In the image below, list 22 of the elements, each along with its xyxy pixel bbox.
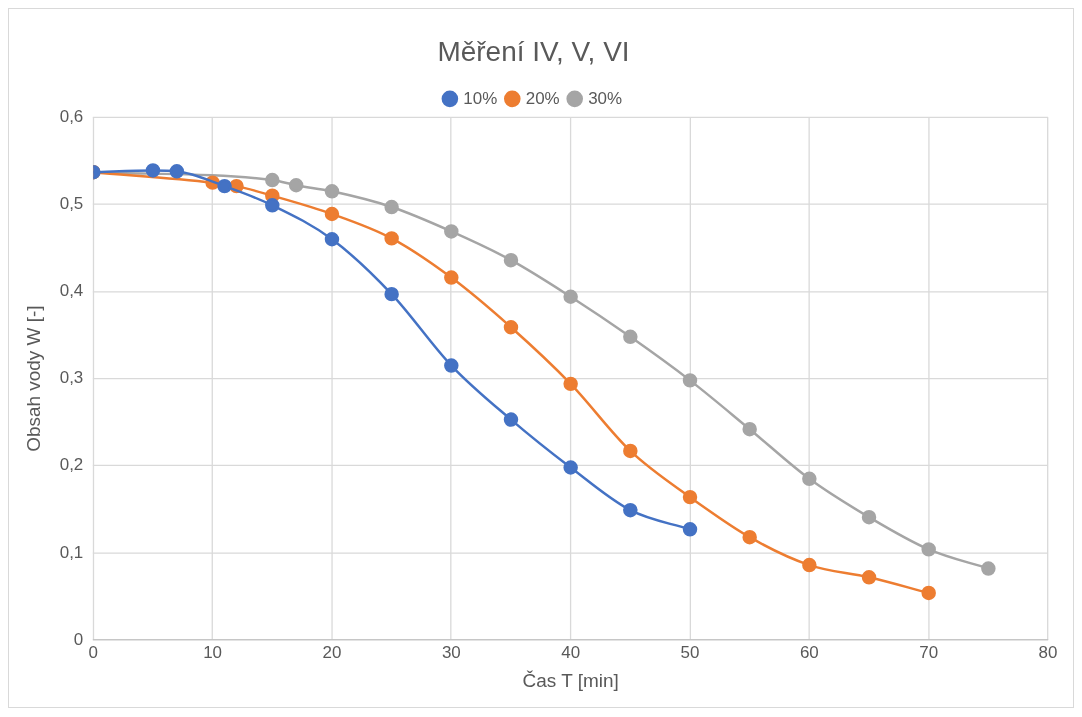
y-axis-title: Obsah vody W [-]: [22, 305, 44, 452]
x-axis-title: Čas T [min]: [522, 669, 619, 691]
legend-label: 10%: [463, 88, 498, 108]
y-tick-label: 0,5: [59, 194, 84, 214]
x-tick-label: 20: [322, 642, 342, 662]
x-tick-label: 40: [561, 642, 581, 662]
x-tick-label: 10: [203, 642, 223, 662]
chart-title: Měření IV, V, VI: [437, 36, 630, 68]
x-tick-label: 70: [919, 642, 939, 662]
legend-label: 20%: [525, 88, 560, 108]
x-tick-label: 50: [680, 642, 700, 662]
x-tick-label: 60: [799, 642, 819, 662]
x-tick-label: 30: [441, 642, 461, 662]
y-tick-label: 0,4: [59, 281, 84, 301]
y-tick-label: 0,2: [59, 455, 84, 475]
legend-label: 30%: [588, 88, 623, 108]
x-tick-label: 0: [88, 642, 98, 662]
x-tick-label: 80: [1038, 642, 1058, 662]
y-tick-label: 0,1: [59, 542, 84, 562]
y-tick-label: 0: [73, 629, 84, 649]
y-tick-label: 0,3: [59, 368, 84, 388]
y-tick-label: 0,6: [59, 106, 84, 126]
